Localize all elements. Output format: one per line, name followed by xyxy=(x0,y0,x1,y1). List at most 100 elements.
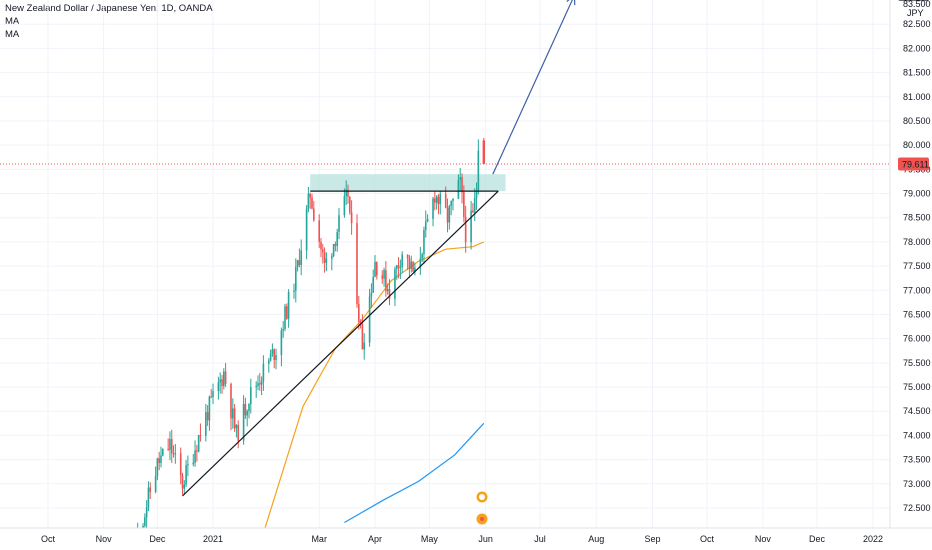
price-tick-label: 72.500 xyxy=(903,503,931,513)
candle xyxy=(185,460,187,487)
candle-body xyxy=(368,296,371,343)
candle-body xyxy=(348,196,351,213)
candle-body xyxy=(395,265,398,269)
candle-body xyxy=(459,177,462,181)
candle-body xyxy=(408,258,411,269)
price-tick-label: 78.500 xyxy=(903,213,931,223)
candle-body xyxy=(470,210,472,243)
earnings-badge-dot xyxy=(480,517,484,521)
candle-body xyxy=(205,412,207,436)
resistance-zone-layer xyxy=(310,174,506,192)
candle xyxy=(325,252,328,272)
candle-body xyxy=(257,383,259,387)
time-tick-label: Nov xyxy=(755,534,772,544)
candle-body xyxy=(482,140,485,164)
candle-body xyxy=(312,208,315,221)
candle xyxy=(235,424,238,438)
candle-body xyxy=(219,379,222,383)
candle-body xyxy=(414,267,416,272)
candle-body xyxy=(461,177,463,193)
candle-body xyxy=(222,371,225,386)
price-tick-label: 81.500 xyxy=(903,68,931,78)
candle-body xyxy=(439,193,442,205)
candle-body xyxy=(424,221,427,231)
candle-body xyxy=(305,208,308,251)
candlestick-series xyxy=(136,137,485,543)
price-tick-label-top: 83.500 xyxy=(903,0,931,9)
candle-body xyxy=(284,306,286,329)
candle xyxy=(437,194,440,215)
candle xyxy=(334,241,337,252)
time-tick-label: Oct xyxy=(700,534,715,544)
time-tick-label: 2022 xyxy=(863,534,883,544)
candle xyxy=(167,438,169,451)
support-trend-line[interactable] xyxy=(182,190,499,497)
candle-body xyxy=(217,382,220,392)
candle-body xyxy=(224,371,227,384)
candle xyxy=(255,381,258,398)
candle xyxy=(294,258,297,303)
price-tick-label: 82.500 xyxy=(903,19,931,29)
candle-body xyxy=(246,411,249,416)
candle-body xyxy=(199,435,202,437)
resistance-zone-rectangle xyxy=(310,174,506,192)
legend-title: New Zealand Dollar / Japanese Yen, 1D, O… xyxy=(5,3,213,14)
candle-body xyxy=(231,408,234,419)
candle xyxy=(421,252,423,263)
candle-body xyxy=(432,198,434,219)
candle xyxy=(457,174,460,199)
candle-body xyxy=(350,212,353,224)
candle xyxy=(426,214,429,223)
candle xyxy=(273,348,276,369)
candle xyxy=(219,372,222,394)
candle xyxy=(345,180,348,205)
price-tick-label: 78.000 xyxy=(903,237,931,247)
candle xyxy=(448,204,451,230)
candle-body xyxy=(412,261,414,272)
moving-averages-layer xyxy=(264,241,485,528)
candle-body xyxy=(374,261,376,277)
candle-body xyxy=(271,349,274,354)
candle-body xyxy=(267,360,270,364)
candle-body xyxy=(269,353,272,361)
drawing-tools-layer[interactable] xyxy=(0,0,890,497)
price-axis[interactable]: 82.50082.00081.50081.00080.50080.00079.5… xyxy=(889,0,932,550)
candle xyxy=(311,193,313,210)
candle xyxy=(383,267,385,287)
candle-body xyxy=(149,487,152,492)
projection-arrow-line[interactable] xyxy=(492,0,575,175)
time-tick-label: Nov xyxy=(96,534,113,544)
candle xyxy=(330,253,333,271)
candle-body xyxy=(448,206,451,223)
candle xyxy=(296,259,299,272)
candle-body xyxy=(161,448,164,456)
candle-body xyxy=(437,196,440,205)
candle xyxy=(205,403,207,442)
candle xyxy=(149,482,152,499)
candle xyxy=(332,243,335,258)
candle xyxy=(376,261,378,280)
candle xyxy=(386,283,389,295)
candle-body xyxy=(235,424,238,429)
candle-body xyxy=(183,484,186,489)
candle xyxy=(452,198,454,211)
candle xyxy=(210,389,213,399)
candle xyxy=(196,444,198,462)
candle xyxy=(408,255,411,279)
candle-body xyxy=(399,267,402,269)
candle xyxy=(432,196,434,227)
price-tick-label: 80.500 xyxy=(903,116,931,126)
candle-body xyxy=(356,223,358,305)
time-axis[interactable]: Oct Nov Dec 2021 Mar Apr May Jun Jul Aug Sep Oct Nov… xyxy=(0,527,932,550)
candle xyxy=(187,455,189,477)
event-badges[interactable] xyxy=(476,491,488,525)
candle-body xyxy=(385,270,387,292)
candle-body xyxy=(208,396,211,421)
chart-legend: New Zealand Dollar / Japanese Yen, 1D, O… xyxy=(5,2,213,41)
candle xyxy=(363,333,366,360)
candle-body xyxy=(248,403,250,412)
projection-arrow-head[interactable] xyxy=(566,0,576,6)
candle xyxy=(282,320,285,338)
moving-average-slow-line xyxy=(344,422,485,524)
